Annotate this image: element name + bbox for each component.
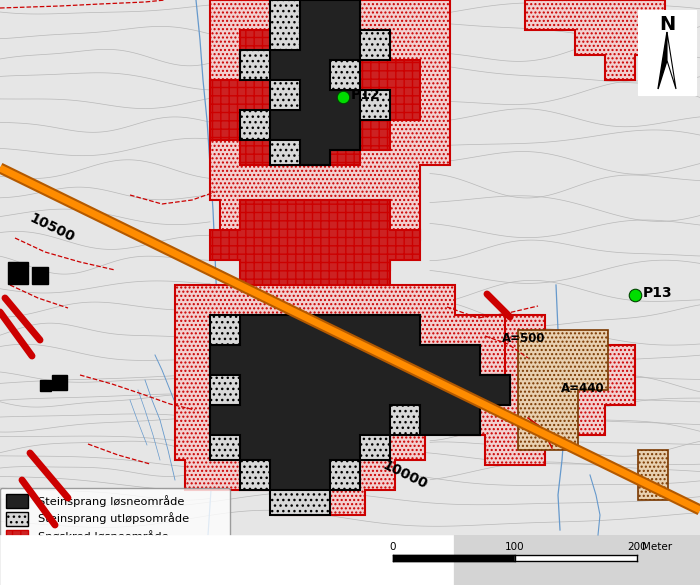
Polygon shape	[210, 0, 420, 165]
Text: N: N	[659, 15, 675, 33]
Polygon shape	[210, 315, 510, 490]
Text: A=500: A=500	[503, 332, 546, 345]
Text: 100: 100	[505, 542, 525, 552]
Polygon shape	[667, 32, 676, 89]
Text: A=440: A=440	[561, 381, 605, 394]
Bar	[52, 375, 67, 390]
Text: 10000: 10000	[380, 458, 430, 492]
Text: Meter: Meter	[642, 542, 672, 552]
Bar	[32, 267, 48, 284]
Polygon shape	[240, 0, 390, 165]
Text: P13: P13	[643, 286, 673, 300]
Bar	[638, 10, 696, 95]
Polygon shape	[210, 0, 450, 295]
Polygon shape	[525, 0, 665, 80]
Polygon shape	[638, 450, 668, 500]
Text: 10500: 10500	[27, 211, 77, 245]
Bar	[8, 262, 28, 284]
Bar	[0, 535, 453, 585]
Polygon shape	[270, 0, 360, 165]
Polygon shape	[518, 330, 608, 450]
Text: 200: 200	[627, 542, 647, 552]
Polygon shape	[455, 315, 635, 465]
Polygon shape	[175, 285, 515, 515]
Polygon shape	[658, 32, 667, 89]
Bar	[40, 380, 51, 391]
Polygon shape	[210, 315, 510, 515]
Text: 0: 0	[390, 542, 396, 552]
Legend: Steinsprang løsneområde, Steinsprang utløpsområde, Snøskred løsneområde, Snøskre: Steinsprang løsneområde, Steinsprang utl…	[0, 488, 230, 585]
Text: P12: P12	[351, 88, 381, 102]
Polygon shape	[210, 200, 420, 285]
